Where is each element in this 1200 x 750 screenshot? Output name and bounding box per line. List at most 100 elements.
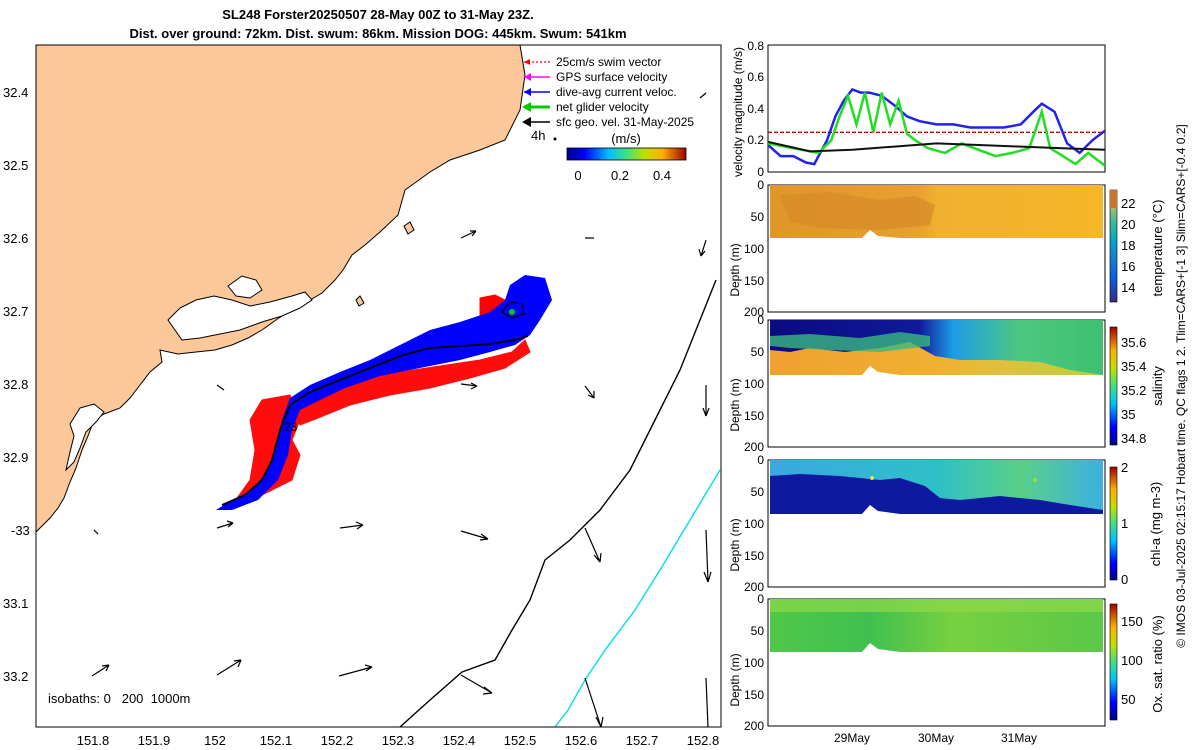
salinity-cbar-ticks: 35.6 35.4 35.2 35 34.8 bbox=[1121, 335, 1146, 446]
legend-arrowhead bbox=[522, 102, 531, 112]
land bbox=[36, 45, 526, 533]
oxygen-colorbar bbox=[1109, 603, 1118, 721]
lon-tick: 152.5 bbox=[504, 733, 537, 748]
cbar-tick: 16 bbox=[1121, 259, 1135, 274]
depth-y-ticks: 0 50 100 150 200 bbox=[744, 313, 764, 454]
date-tick: 31May bbox=[1001, 731, 1037, 745]
velocity-panel: 0 0.2 0.4 0.6 0.8 velocity magnitude (m/… bbox=[731, 39, 1106, 179]
legend-entry-dive-avg-current: dive-avg current veloc. bbox=[524, 85, 677, 99]
cbar-tick: 18 bbox=[1121, 238, 1135, 253]
lat-tick: 32.6 bbox=[3, 231, 28, 246]
chla-cbar-ticks: 2 1 0 bbox=[1121, 460, 1128, 587]
track-end-marker bbox=[509, 309, 515, 315]
vel-y-tick: 0.2 bbox=[747, 133, 764, 147]
depth-tick: 200 bbox=[744, 580, 764, 594]
cbar-tick: 100 bbox=[1121, 653, 1143, 668]
chla-spot bbox=[1033, 478, 1037, 482]
chla-spot bbox=[870, 476, 874, 480]
isobath-1000m bbox=[554, 469, 721, 727]
temperature-cbar-label: temperature (°C) bbox=[1150, 200, 1165, 297]
island bbox=[403, 221, 415, 235]
cbar-tick: 35.2 bbox=[1121, 383, 1146, 398]
lake bbox=[167, 291, 313, 341]
temperature-panel: 0 50 100 150 200 Depth (m) 22 20 18 16 1… bbox=[728, 178, 1165, 319]
lat-tick: 33.2 bbox=[3, 669, 28, 684]
legend-label: sfc geo. vel. 31-May-2025 bbox=[556, 115, 694, 129]
vel-y-tick: 0.8 bbox=[747, 39, 764, 53]
isobath-200m bbox=[399, 279, 717, 727]
lat-tick: 32.7 bbox=[3, 304, 28, 319]
depth-label: Depth (m) bbox=[728, 378, 742, 431]
surface-velocity-arrows bbox=[91, 92, 712, 727]
map-panel: 4h 23 isobaths: 0 200 1000m 32.4 32.5 32… bbox=[3, 44, 722, 748]
salinity-panel: 0 50 100 150 200 Depth (m) 35.6 35.4 35.… bbox=[728, 313, 1165, 454]
depth-tick: 150 bbox=[744, 409, 764, 423]
cbar-tick: 1 bbox=[1121, 516, 1128, 531]
depth-tick: 50 bbox=[751, 210, 765, 224]
lon-tick: 152.2 bbox=[321, 733, 354, 748]
legend-arrowhead bbox=[522, 117, 531, 127]
depth-tick: 50 bbox=[751, 624, 765, 638]
oxygen-cbar-ticks: 150 100 50 bbox=[1121, 614, 1143, 707]
series-line-sfc-geo bbox=[768, 140, 1105, 153]
depth-tick: 150 bbox=[744, 274, 764, 288]
cbar-tick: 0 bbox=[1121, 572, 1128, 587]
figure-title-line2: Dist. over ground: 72km. Dist. swum: 86k… bbox=[129, 26, 626, 41]
oxygen-surface-band bbox=[770, 599, 1103, 612]
lon-tick: 152.8 bbox=[687, 733, 720, 748]
temperature-colorbar-top bbox=[1110, 190, 1117, 208]
oxygen-cbar-label: Ox. sat. ratio (%) bbox=[1150, 615, 1165, 713]
legend-entry-swim-vector: 25cm/s swim vector bbox=[524, 55, 661, 69]
estuary bbox=[65, 403, 105, 472]
lat-tick: -33 bbox=[11, 523, 30, 538]
colorbar-tick: 0.2 bbox=[611, 168, 629, 183]
colorbar-tick: 0 bbox=[574, 168, 581, 183]
marker-4h-dot bbox=[553, 137, 557, 141]
legend-label: net glider velocity bbox=[556, 100, 649, 114]
series-line-net-glider bbox=[768, 92, 1105, 167]
glider-track bbox=[216, 275, 552, 510]
vel-y-tick: 0 bbox=[757, 165, 764, 179]
net-glider-track bbox=[221, 335, 529, 506]
cbar-tick: 35.6 bbox=[1121, 335, 1146, 350]
lat-tick-labels: 32.4 32.5 32.6 32.7 32.8 32.9 -33 33.1 3… bbox=[3, 85, 30, 684]
salinity-colorbar bbox=[1109, 326, 1118, 446]
legend-entry-gps-velocity: GPS surface velocity bbox=[524, 70, 667, 84]
vel-y-tick: 0.4 bbox=[747, 102, 764, 116]
lat-tick: 32.9 bbox=[3, 450, 28, 465]
lon-tick: 151.9 bbox=[138, 733, 171, 748]
isobaths-label: isobaths: 0 200 1000m bbox=[48, 691, 190, 706]
vel-y-tick: 0.6 bbox=[747, 70, 764, 84]
depth-y-ticks: 0 50 100 150 200 bbox=[744, 592, 764, 733]
depth-tick: 50 bbox=[751, 345, 765, 359]
lat-tick: 32.8 bbox=[3, 377, 28, 392]
depth-tick: 50 bbox=[751, 485, 765, 499]
lon-tick-labels: 151.8 151.9 152 152.1 152.2 152.3 152.4 … bbox=[77, 733, 720, 748]
cbar-tick: 150 bbox=[1121, 614, 1143, 629]
legend-arrowhead bbox=[524, 73, 531, 81]
lat-tick: 32.5 bbox=[3, 158, 28, 173]
depth-tick: 0 bbox=[757, 178, 764, 192]
oxygen-field bbox=[770, 599, 1103, 652]
velocity-y-ticks: 0 0.2 0.4 0.6 0.8 bbox=[747, 39, 764, 179]
map-legend: 25cm/s swim vector GPS surface velocity … bbox=[522, 55, 694, 183]
lon-tick: 152.1 bbox=[260, 733, 293, 748]
depth-y-ticks: 0 50 100 150 200 bbox=[744, 178, 764, 319]
depth-tick: 200 bbox=[744, 440, 764, 454]
legend-entry-net-glider: net glider velocity bbox=[522, 100, 649, 114]
depth-tick: 100 bbox=[744, 656, 764, 670]
chla-cbar-label: chl-a (mg m-3) bbox=[1148, 482, 1163, 567]
legend-label: dive-avg current veloc. bbox=[556, 85, 677, 99]
island bbox=[355, 295, 365, 307]
lon-tick: 152 bbox=[204, 733, 226, 748]
track-loop bbox=[501, 301, 525, 319]
cbar-tick: 34.8 bbox=[1121, 431, 1146, 446]
depth-tick: 100 bbox=[744, 377, 764, 391]
salinity-field-surface bbox=[770, 320, 1103, 375]
temperature-warm-patch bbox=[780, 192, 935, 230]
cbar-tick: 2 bbox=[1121, 460, 1128, 475]
lon-tick: 151.8 bbox=[77, 733, 110, 748]
legend-arrowhead bbox=[524, 88, 531, 96]
lat-tick: 32.4 bbox=[3, 85, 28, 100]
depth-tick: 150 bbox=[744, 549, 764, 563]
